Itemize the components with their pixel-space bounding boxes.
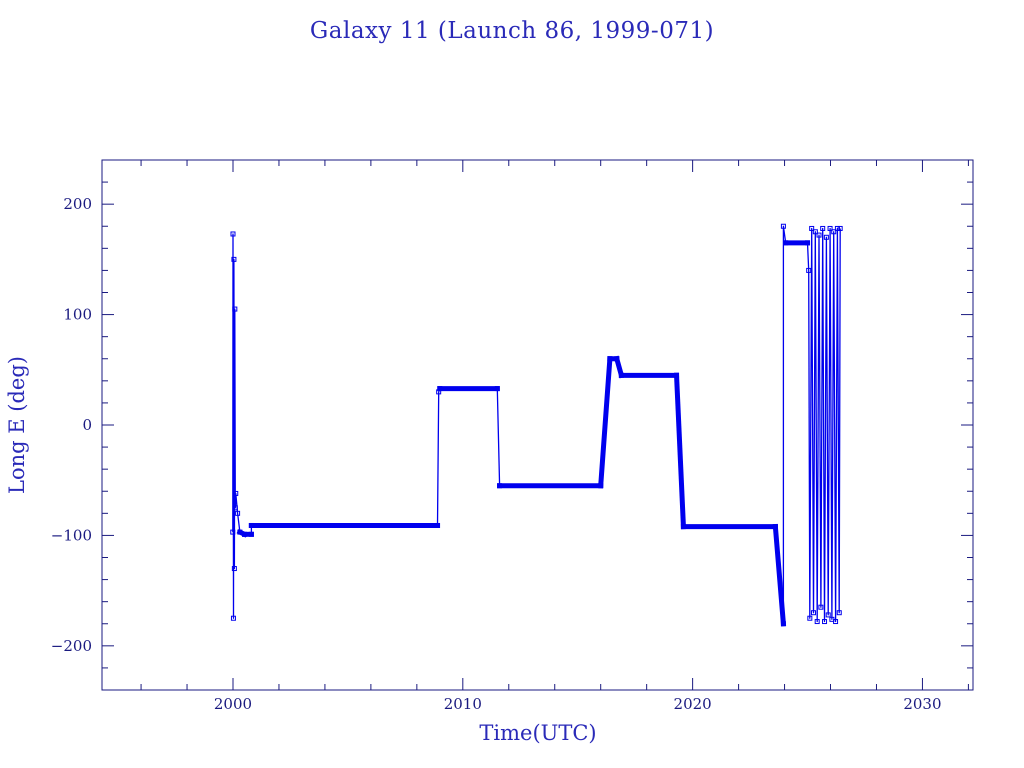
data-point [614,356,620,362]
data-point [248,531,254,537]
data-point [494,386,500,392]
data-point [437,386,443,392]
y-tick-label: −200 [51,637,92,655]
data-point [814,619,820,625]
data-point [834,225,840,231]
data-point [237,529,243,535]
y-axis-label: Long E (deg) [5,356,29,494]
data-point [837,225,843,231]
axis-tick-labels: 2000 2010 2020 2030 200 100 0 −100 −200 [51,195,942,713]
data-point [822,619,828,625]
x-tick-label: 2020 [674,695,712,713]
x-tick-label: 2010 [444,695,482,713]
x-tick-label: 2000 [214,695,252,713]
data-point [812,229,818,235]
series-line [232,225,841,625]
data-point [783,240,789,246]
data-point [809,225,815,231]
data-point [230,615,236,621]
data-point [833,619,839,625]
data-point [816,232,822,238]
data-point [772,524,778,530]
data-point [230,529,236,535]
data-point [806,267,812,273]
data-point [232,306,238,312]
data-point [435,522,441,528]
data-point [818,604,824,610]
data-point [232,505,238,511]
y-tick-label: 0 [82,416,92,434]
data-point [607,356,613,362]
data-point [680,524,686,530]
series-segment [673,372,687,530]
data-point [233,490,239,496]
series-segment [772,523,787,627]
data-point [598,483,604,489]
data-point [230,231,236,237]
data-point [807,615,813,621]
data-point [436,389,442,395]
data-point [805,240,811,246]
data-point [231,256,237,262]
data-point [823,234,829,240]
x-tick-label: 2030 [903,695,941,713]
data-point [248,522,254,528]
series-longitude [230,223,843,627]
axis-ticks [102,159,973,691]
y-tick-label: 200 [63,195,92,213]
series-segment [598,356,613,489]
chart-title: Galaxy 11 (Launch 86, 1999-071) [310,18,714,44]
data-point [780,621,786,627]
data-point [674,372,680,378]
data-point [497,483,503,489]
data-point [241,531,247,537]
x-axis-label: Time(UTC) [479,721,596,745]
data-point [825,612,831,618]
data-point [618,372,624,378]
data-point [780,223,786,229]
y-tick-label: −100 [51,526,92,544]
data-point [827,225,833,231]
data-point [235,510,241,516]
data-point [836,610,842,616]
y-tick-label: 100 [63,306,92,324]
data-point [231,566,237,572]
series-segment [613,355,625,379]
data-point [831,229,837,235]
data-point [820,225,826,231]
data-point [811,610,817,616]
